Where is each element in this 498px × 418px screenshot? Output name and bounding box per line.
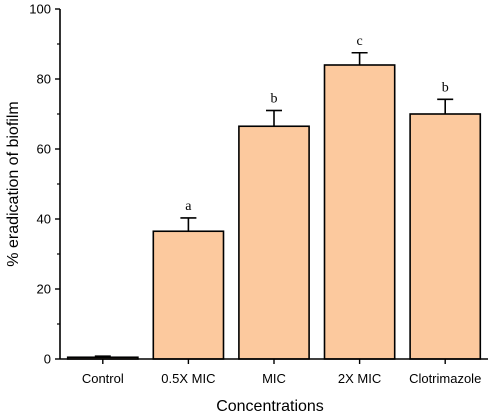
bar-3 xyxy=(323,64,396,360)
y-tick-label-4: 80 xyxy=(37,72,51,87)
x-tick-label-3: 2X MIC xyxy=(338,371,381,386)
labels-layer: Control a 0.5X MIC b MIC c 2X MIC b Clotrimazole… xyxy=(29,2,481,387)
x-tick-label-4: Clotrimazole xyxy=(409,371,481,386)
y-tick-label-3: 60 xyxy=(37,142,51,157)
y-tick-label-0: 0 xyxy=(44,352,51,367)
bar-4 xyxy=(409,113,482,360)
x-axis-title: Concentrations xyxy=(216,398,324,413)
significance-label-3: c xyxy=(356,34,362,49)
y-tick-label-2: 40 xyxy=(37,212,51,227)
bar-2 xyxy=(238,125,310,360)
x-tick-label-1: 0.5X MIC xyxy=(161,371,215,386)
x-tick-label-2: MIC xyxy=(262,371,286,386)
bars-layer xyxy=(66,51,482,360)
x-tick-label-0: Control xyxy=(82,371,124,386)
significance-label-2: b xyxy=(271,92,278,107)
y-tick-label-1: 20 xyxy=(37,282,51,297)
axes-layer xyxy=(55,8,488,364)
significance-label-4: b xyxy=(442,80,449,95)
y-axis-title: % eradication of biofilm xyxy=(5,101,22,266)
bar-1 xyxy=(152,230,225,360)
significance-label-1: a xyxy=(185,199,192,214)
y-tick-label-5: 100 xyxy=(29,2,51,17)
